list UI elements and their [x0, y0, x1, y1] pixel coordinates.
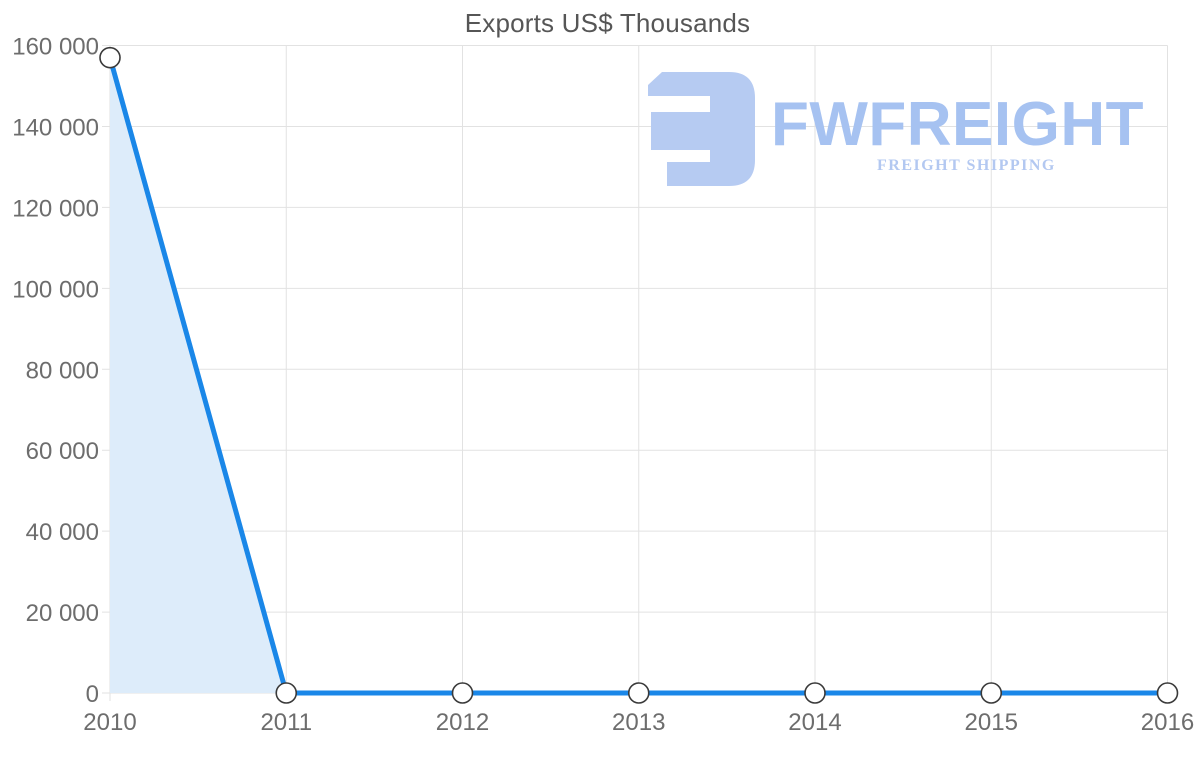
y-axis-tick-label: 140 000: [12, 114, 99, 141]
y-axis-tick-label: 120 000: [12, 195, 99, 222]
y-axis-tick-label: 0: [86, 681, 99, 708]
data-point-marker[interactable]: [627, 682, 650, 704]
data-point-marker[interactable]: [1156, 682, 1179, 704]
data-point-marker[interactable]: [451, 682, 474, 704]
data-point-marker[interactable]: [275, 682, 298, 704]
y-axis-tick-label: 160 000: [12, 34, 99, 61]
x-axis-tick-label: 2010: [83, 709, 136, 736]
y-axis-tick-label: 60 000: [26, 438, 99, 465]
x-axis-tick-label: 2012: [436, 709, 489, 736]
chart-title: Exports US$ Thousands: [464, 8, 751, 38]
y-axis-tick-label: 20 000: [26, 600, 99, 627]
data-point-marker[interactable]: [980, 682, 1003, 704]
series-area-fill: [110, 57, 1168, 693]
y-axis-tick-label: 80 000: [26, 357, 99, 384]
x-axis-tick-label: 2014: [788, 709, 841, 736]
data-point-marker[interactable]: [99, 46, 121, 69]
x-axis-tick-label: 2016: [1141, 709, 1194, 736]
x-axis-tick-label: 2013: [612, 709, 665, 736]
y-axis-tick-label: 40 000: [26, 519, 99, 546]
data-point-marker[interactable]: [804, 682, 826, 704]
x-axis-tick-label: 2015: [965, 709, 1018, 736]
y-axis-tick-label: 100 000: [12, 276, 99, 303]
x-axis-tick-label: 2011: [260, 709, 312, 736]
